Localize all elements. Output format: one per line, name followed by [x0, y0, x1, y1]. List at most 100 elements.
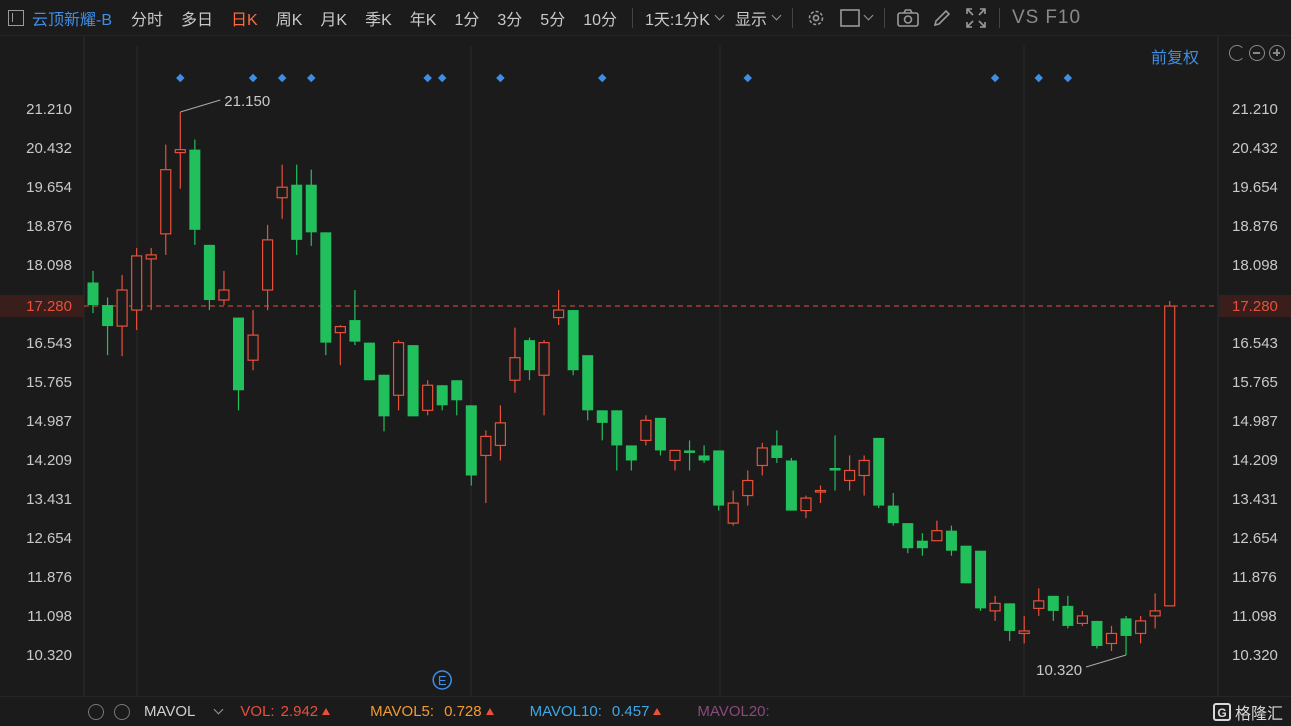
y-tick-label-left: 20.432: [26, 140, 72, 157]
close-icon[interactable]: [114, 703, 130, 720]
tab-yearly-k[interactable]: 年K: [409, 11, 437, 29]
period-dropdown[interactable]: 1天:1分K: [639, 6, 729, 30]
low-pointer: [1085, 654, 1127, 668]
candle-body-down: [363, 342, 375, 381]
candle-body-up: [727, 502, 739, 524]
candle-body-down: [567, 310, 579, 371]
chevron-down-icon: [714, 10, 725, 21]
y-tick-label-left: 21.210: [26, 101, 72, 118]
camera-icon[interactable]: [897, 7, 919, 29]
event-marker-diamond: [1034, 73, 1043, 83]
period-dropdown-label: 1天:1分K: [645, 11, 710, 29]
y-tick-label-right: 18.098: [1232, 257, 1278, 274]
candle-body-down: [349, 320, 361, 342]
fullscreen-icon[interactable]: [965, 7, 987, 29]
candle-body-down: [305, 184, 317, 233]
settings-icon[interactable]: [88, 703, 104, 720]
y-tick-label-left: 18.098: [26, 257, 72, 274]
candle-body-up: [1134, 620, 1147, 635]
zoom-in-icon[interactable]: [1269, 45, 1285, 61]
candle-body-up: [989, 602, 1001, 612]
tab-multi-day[interactable]: 多日: [181, 11, 214, 29]
tab-3min[interactable]: 3分: [497, 11, 523, 29]
candle-body-up: [1105, 632, 1118, 645]
reset-icon[interactable]: [1229, 45, 1245, 61]
candle-body-down: [1004, 603, 1016, 631]
logo-text: 格隆汇: [1234, 706, 1283, 723]
top-toolbar: 云顶新耀-B 分时 多日 日K 周K 月K 季K 年K 1分 3分 5分 10分…: [0, 0, 1291, 36]
candle-body-up: [131, 255, 143, 311]
mavol10-label: MAVOL10:: [529, 703, 602, 720]
y-tick-label-right: 14.209: [1232, 452, 1278, 469]
gear-icon[interactable]: [805, 7, 827, 29]
candle-body-down: [902, 523, 914, 549]
event-marker-diamond: [743, 73, 752, 83]
tab-5min[interactable]: 5分: [540, 11, 566, 29]
tab-daily-k[interactable]: 日K: [231, 11, 258, 29]
tab-monthly-k[interactable]: 月K: [320, 11, 348, 29]
up-arrow-icon: [322, 708, 331, 715]
event-marker-diamond: [990, 73, 1000, 83]
stock-list-icon[interactable]: [8, 9, 24, 26]
chevron-down-icon[interactable]: [863, 10, 874, 21]
candlestick-chart[interactable]: 21.210 21.210 20.432 20.432 19.654 19.654 18.8…: [0, 36, 1291, 696]
y-tick-label-left: 13.431: [26, 491, 72, 508]
candle-body-down: [611, 410, 623, 446]
candle-body-down: [320, 232, 332, 343]
price-adjust-toggle[interactable]: 前复权: [1151, 50, 1200, 67]
vol-value: 2.942: [280, 703, 319, 720]
up-arrow-icon: [485, 708, 494, 715]
vs-button[interactable]: VS: [1011, 6, 1040, 28]
y-tick-label-left: 12.654: [26, 530, 72, 547]
f10-button[interactable]: F10: [1045, 6, 1082, 28]
candle-body-down: [524, 340, 535, 371]
layout-icon[interactable]: [839, 7, 861, 29]
candle-body-down: [233, 317, 244, 391]
pencil-icon[interactable]: [931, 7, 953, 29]
candle-body-up: [931, 530, 943, 542]
candle-body-up: [262, 239, 274, 291]
candle-body-up: [843, 469, 856, 482]
tab-quarterly-k[interactable]: 季K: [365, 11, 392, 29]
tab-10min[interactable]: 10分: [583, 11, 618, 29]
chevron-down-icon[interactable]: [213, 704, 224, 715]
event-marker-diamond: [437, 73, 447, 83]
indicator-name[interactable]: MAVOL: [144, 703, 196, 720]
tab-1min[interactable]: 1分: [454, 11, 480, 29]
candle-body-up: [494, 422, 506, 447]
stock-title[interactable]: 云顶新耀-B: [32, 11, 113, 29]
tab-weekly-k[interactable]: 周K: [275, 11, 303, 29]
y-tick-label-right: 19.654: [1232, 179, 1278, 196]
candle-body-up: [334, 325, 346, 334]
zoom-out-icon[interactable]: [1249, 45, 1265, 61]
candle-body-up: [1018, 630, 1030, 635]
candle-body-up: [814, 489, 827, 493]
display-dropdown[interactable]: 显示: [729, 6, 786, 30]
candle-body-down: [713, 450, 725, 506]
candle-body-down: [87, 282, 99, 306]
candle-body-up: [218, 289, 230, 301]
candle-body-down: [203, 244, 215, 301]
toolbar-divider: [791, 7, 793, 28]
tab-intraday[interactable]: 分时: [131, 11, 164, 29]
up-arrow-icon: [653, 708, 662, 715]
event-marker-diamond: [277, 73, 287, 83]
mavol5-value: 0.728: [444, 703, 482, 720]
event-e-icon: [432, 670, 452, 690]
candle-body-down: [625, 445, 637, 461]
candle-body-down: [407, 345, 419, 417]
candle-body-up: [1033, 600, 1045, 609]
y-tick-label-left: 16.543: [26, 335, 72, 352]
candle-body-down: [829, 467, 841, 471]
candle-body-down: [684, 450, 696, 453]
y-tick-label-left: 10.320: [26, 647, 72, 664]
candle-body-up: [538, 342, 550, 376]
candle-body-up: [116, 289, 128, 327]
chevron-down-icon: [771, 10, 782, 21]
toolbar-divider: [998, 7, 1000, 28]
candle-body-down: [785, 460, 797, 511]
candle-body-up: [756, 447, 768, 467]
current-price-box-right: [1219, 295, 1291, 318]
y-tick-label-right: 16.543: [1232, 335, 1278, 352]
y-tick-label-right: 18.876: [1232, 218, 1278, 235]
